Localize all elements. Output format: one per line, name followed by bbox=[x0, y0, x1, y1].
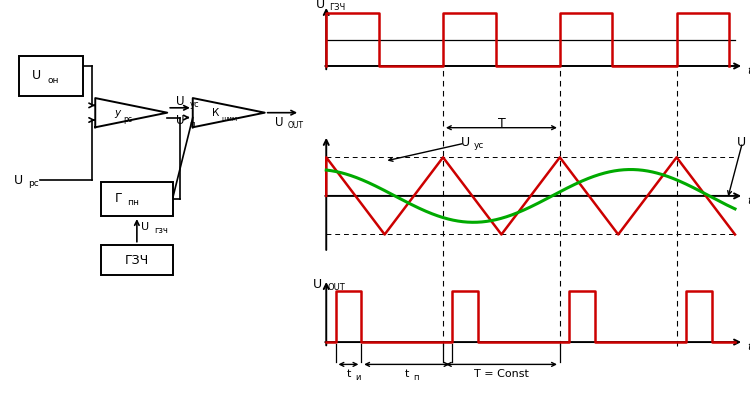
Text: ГЗЧ: ГЗЧ bbox=[124, 254, 149, 267]
Text: OUT: OUT bbox=[327, 282, 345, 291]
Text: U: U bbox=[176, 114, 184, 127]
Text: уc: уc bbox=[474, 141, 484, 149]
Text: К: К bbox=[212, 108, 220, 117]
Text: t: t bbox=[747, 66, 750, 76]
Text: T = Const: T = Const bbox=[474, 369, 529, 378]
FancyBboxPatch shape bbox=[101, 245, 172, 275]
Text: t: t bbox=[405, 369, 409, 378]
Text: U: U bbox=[141, 222, 148, 232]
FancyBboxPatch shape bbox=[101, 182, 172, 217]
Text: U: U bbox=[461, 135, 470, 148]
Text: пн: пн bbox=[127, 198, 139, 207]
Text: гзч: гзч bbox=[154, 226, 168, 234]
Text: U: U bbox=[32, 68, 41, 81]
Text: T: T bbox=[497, 116, 506, 129]
Text: Г: Г bbox=[115, 191, 122, 204]
Text: п: п bbox=[413, 372, 419, 381]
Text: ГЗЧ: ГЗЧ bbox=[329, 3, 346, 12]
Text: U: U bbox=[316, 0, 325, 11]
Text: U: U bbox=[13, 174, 22, 187]
Text: уc: уc bbox=[190, 100, 200, 109]
Text: рс: рс bbox=[28, 179, 39, 188]
Text: шим: шим bbox=[221, 116, 237, 122]
Text: и: и bbox=[356, 372, 361, 381]
Text: t: t bbox=[747, 341, 750, 351]
Text: у: у bbox=[115, 108, 121, 117]
Text: U: U bbox=[736, 135, 746, 148]
Text: t: t bbox=[346, 369, 351, 378]
Text: U: U bbox=[314, 277, 322, 290]
Text: U: U bbox=[275, 116, 284, 129]
Text: OUT: OUT bbox=[288, 121, 304, 130]
Text: п: п bbox=[190, 119, 195, 128]
Text: U: U bbox=[176, 95, 184, 108]
Text: он: он bbox=[47, 76, 58, 85]
Text: рс: рс bbox=[124, 115, 133, 124]
FancyBboxPatch shape bbox=[19, 57, 82, 97]
Text: t: t bbox=[747, 196, 750, 205]
